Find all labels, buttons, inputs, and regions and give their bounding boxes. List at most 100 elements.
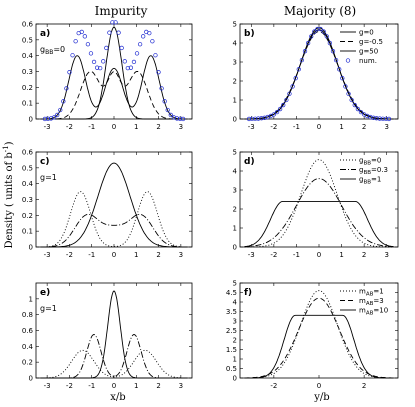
series-3-point	[333, 57, 339, 63]
x-tick-label: 1	[134, 382, 138, 390]
x-tick-label: 0	[317, 251, 321, 259]
series-1-line	[244, 178, 394, 248]
y-tick-label: 0.4	[22, 180, 34, 188]
y-tick-label: 0.8	[22, 311, 33, 319]
y-tick-label: 0	[29, 375, 33, 383]
x-tick-label: 2	[362, 123, 366, 131]
column-title-majority: Majority (8)	[284, 4, 356, 18]
series-3-point	[386, 116, 392, 122]
x-tick-label: -1	[88, 123, 95, 131]
series-0-line	[40, 55, 188, 120]
y-tick-label: 0	[29, 116, 33, 124]
series-3-point	[368, 114, 373, 120]
series-3-point	[340, 76, 345, 81]
x-tick-label: 3	[384, 251, 388, 259]
x-tick-label: 1	[339, 251, 343, 259]
series-3-point	[91, 59, 97, 65]
series-3-point	[349, 97, 354, 103]
series-3-point	[246, 116, 252, 122]
y-tick-label: 3	[233, 318, 237, 326]
y-tick-label: 0.1	[22, 100, 33, 108]
column-title-impurity: Impurity	[95, 4, 148, 18]
legend-label-sub: BB	[363, 180, 371, 186]
y-tick-label: 0	[29, 244, 33, 252]
series-3-point	[374, 116, 379, 121]
series-3-point	[168, 112, 173, 118]
panel-e: -3 -2 -1 0 1 2 3 0 0.2 0.4 0.6 0.8 1 e) g=1	[22, 282, 193, 390]
series-3-point	[73, 39, 78, 44]
series-3-point	[107, 30, 112, 35]
legend-label-main: g=0	[359, 29, 374, 37]
plot-frame	[35, 23, 193, 120]
y-tick-label: 0.5	[22, 164, 33, 172]
series-2-line	[244, 314, 394, 379]
x-tick-label: -2	[66, 382, 73, 390]
panel-label: b)	[244, 29, 255, 39]
x-tick-label: 0	[317, 123, 321, 131]
x-tick-label: 2	[156, 251, 160, 259]
series-0-line	[40, 191, 188, 248]
series-3-point	[150, 39, 155, 44]
x-tick-label: 1	[339, 123, 343, 131]
series-3-point	[259, 116, 264, 121]
x-tick-label: -1	[293, 251, 300, 259]
y-tick-label: 4.5	[226, 289, 237, 297]
legend-label: mAB=3	[359, 297, 384, 307]
panel-label: e)	[40, 288, 50, 298]
y-tick-label: 0	[233, 244, 237, 252]
legend-label-main: m	[359, 297, 366, 305]
series-3-point	[177, 116, 183, 121]
y-axis-label-sup: -1	[2, 145, 10, 152]
legend-label-sub: BB	[363, 161, 371, 167]
series-3-point	[137, 42, 143, 47]
x-tick-label: -2	[270, 251, 277, 259]
series-3-point	[42, 116, 48, 122]
series-3-point	[271, 112, 277, 117]
y-tick-label: 1	[29, 295, 33, 303]
y-tick-label: 3	[233, 187, 237, 195]
legend-label-sub: AB	[366, 301, 374, 307]
series-3-point	[330, 49, 336, 54]
series-1-line	[40, 70, 188, 120]
x-tick-label: -3	[248, 251, 255, 259]
x-tick-label: -1	[88, 382, 95, 390]
series-3-point	[116, 30, 121, 35]
series-3-point	[119, 45, 124, 51]
x-tick-label: -3	[248, 123, 255, 131]
x-tick-label: -3	[44, 382, 51, 390]
legend-label-value: =0	[371, 157, 381, 165]
series-3-point	[64, 86, 69, 91]
x-tick-label: 1	[134, 123, 138, 131]
panel-label: f)	[244, 288, 252, 298]
series-3-point	[67, 70, 72, 75]
x-tick-label: -3	[44, 251, 51, 259]
y-tick-label: 2	[233, 206, 237, 214]
legend-label-value: =0.3	[371, 166, 388, 174]
series-3-point	[383, 116, 389, 122]
series-3-point	[327, 40, 333, 46]
y-axis-label-close: )	[4, 141, 15, 145]
series-3-point	[337, 67, 342, 72]
series-2-line	[40, 290, 188, 379]
series-3-point	[113, 20, 118, 25]
x-axis-label-left: x/b	[110, 392, 125, 403]
annotation-main: g	[40, 45, 45, 54]
x-tick-label: 1	[134, 251, 138, 259]
series-3-point	[277, 106, 283, 112]
y-tick-label: 0	[233, 375, 237, 383]
x-tick-label: 2	[156, 382, 160, 390]
panel-label: d)	[244, 157, 255, 167]
y-tick-label: 0.3	[22, 196, 33, 204]
series-3-point	[122, 59, 127, 64]
series-3-point	[274, 109, 280, 115]
annotation-main: g=1	[40, 173, 57, 182]
y-tick-label: 5	[233, 21, 237, 29]
x-tick-label: 2	[156, 123, 160, 131]
legend-label-main: g	[359, 176, 363, 184]
series-3-point	[165, 107, 170, 113]
y-tick-label: 0.5	[226, 365, 237, 373]
